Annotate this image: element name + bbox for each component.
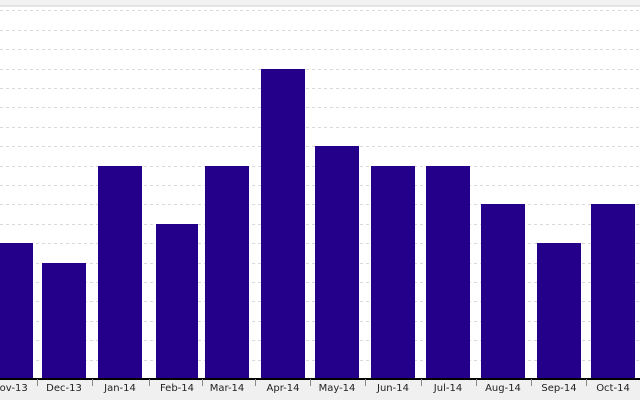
x-tick-label: Feb-14 xyxy=(160,383,194,394)
bar xyxy=(42,263,86,379)
x-tick-label: Jul-14 xyxy=(433,383,462,394)
bar xyxy=(156,224,198,379)
plot-top-band xyxy=(0,0,640,6)
bar xyxy=(98,166,142,379)
x-tick-label: Oct-14 xyxy=(596,383,630,394)
bar xyxy=(481,204,525,379)
bar xyxy=(261,69,305,379)
x-axis-band xyxy=(0,379,640,400)
x-tick-label: Jun-14 xyxy=(376,383,409,394)
bars xyxy=(0,69,635,379)
x-axis-tick-labels: Nov-13 Dec-13 Jan-14 Feb-14 Mar-14 Apr-14 May-… xyxy=(0,383,630,394)
x-tick-label: Nov-13 xyxy=(0,383,28,394)
bar xyxy=(0,243,33,379)
x-tick-label: Mar-14 xyxy=(210,383,245,394)
x-tick-label: Dec-13 xyxy=(46,383,82,394)
x-tick-label: Aug-14 xyxy=(485,383,521,394)
x-tick-label: May-14 xyxy=(319,383,356,394)
bar xyxy=(315,146,359,379)
x-axis-ticks xyxy=(37,379,587,386)
bar xyxy=(371,166,415,379)
x-tick-label: Jan-14 xyxy=(103,383,136,394)
x-tick-label: Sep-14 xyxy=(541,383,576,394)
bar xyxy=(426,166,470,379)
bar xyxy=(537,243,581,379)
bar xyxy=(591,204,635,379)
bar xyxy=(205,166,249,379)
x-tick-label: Apr-14 xyxy=(267,383,300,394)
